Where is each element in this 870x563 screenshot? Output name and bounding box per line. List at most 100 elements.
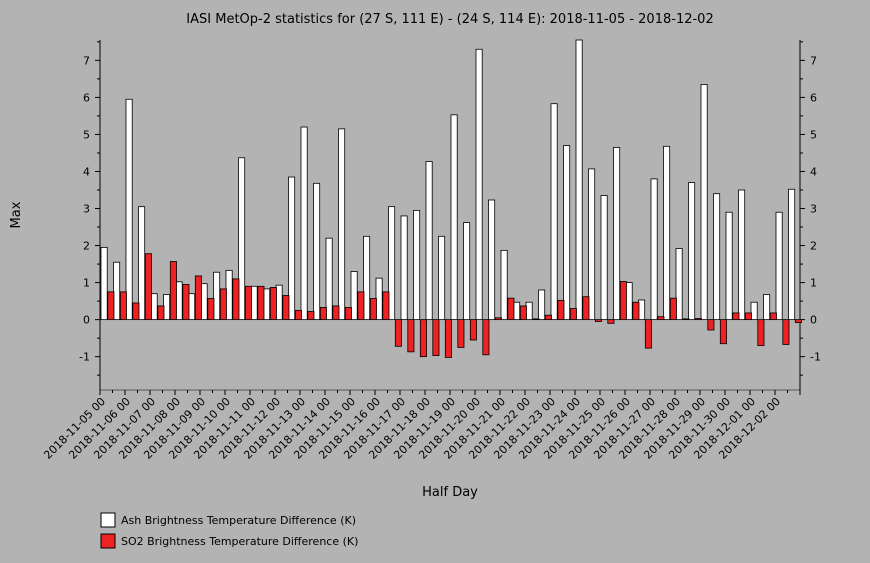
ash-bar [275,284,283,321]
ash-bar [238,157,246,321]
legend-swatch-ash [100,512,116,528]
ash-bar [413,209,421,321]
ash-bar [675,248,683,321]
y-tick-label-left: 3 [83,203,90,216]
ash-bar [225,269,233,321]
y-tick-label-left: 1 [83,277,90,290]
so2-bar [269,287,277,321]
ash-bar [725,211,733,321]
ash-bar [263,288,271,321]
so2-bar [132,302,140,321]
so2-bar [282,295,290,321]
y-tick-label-right: 3 [810,203,817,216]
so2-bar [694,318,702,321]
ash-bar [388,206,396,321]
ash-bar [400,215,408,321]
so2-bar [744,312,752,321]
ash-bar [688,182,696,321]
so2-bar [319,307,327,321]
ash-bar [500,249,508,321]
ash-bar [250,285,258,321]
legend-label-so2: SO2 Brightness Temperature Difference (K… [121,535,358,548]
so2-bar [119,291,127,321]
ash-bar [588,168,596,321]
so2-bar [669,297,677,321]
ash-bar [163,294,171,321]
so2-bar [582,296,590,321]
so2-bar [682,318,690,321]
ash-bar [513,301,521,321]
y-tick-label-right: 0 [810,314,817,327]
ash-bar [650,178,658,321]
so2-bar [294,309,302,321]
ash-bar [613,147,621,321]
ash-bar [475,48,483,321]
so2-bar [519,305,527,321]
ash-bar [125,98,133,321]
ash-bar [150,293,158,321]
so2-bar [757,319,765,346]
y-tick-label-left: 2 [83,240,90,253]
ash-bar [325,237,333,321]
so2-bar [569,308,577,321]
so2-bar [169,261,177,321]
so2-bar [432,319,440,356]
so2-bar [607,319,615,324]
so2-bar [469,319,477,341]
ash-bar [600,195,608,321]
so2-bar [482,319,490,356]
so2-bar [357,291,365,321]
ash-bar [375,277,383,321]
so2-bar [707,319,715,331]
so2-bar [232,278,240,321]
ash-bar [450,114,458,321]
y-tick-label-right: 6 [810,91,817,104]
so2-bar [532,318,540,321]
so2-bar [507,297,515,321]
y-tick-label-right: 1 [810,277,817,290]
y-tick-label-left: 7 [83,54,90,67]
y-tick-label-right: 2 [810,240,817,253]
so2-bar [632,301,640,321]
y-tick-label-left: 4 [83,165,90,178]
so2-bar [644,319,652,349]
ash-bar [338,128,346,321]
ash-bar [575,39,583,321]
y-tick-label-right: 4 [810,165,817,178]
legend: Ash Brightness Temperature Difference (K… [100,512,358,549]
so2-bar [207,298,215,321]
y-axis-label: Max [9,201,24,228]
ash-bar [713,193,721,321]
ash-bar [113,261,121,321]
y-tick-label-left: 0 [83,314,90,327]
ash-bar [775,211,783,321]
ash-bar [625,282,633,321]
ash-bar [363,235,371,321]
ash-bar [788,188,796,321]
so2-bar [619,281,627,321]
chart-title: IASI MetOp-2 statistics for (27 S, 111 E… [186,12,713,27]
so2-bar [444,319,452,358]
so2-bar [369,298,377,321]
y-tick-label-right: -1 [810,351,821,364]
ash-bar [738,189,746,321]
ash-bar [750,301,758,321]
so2-bar [494,317,502,321]
so2-bar [257,285,265,321]
so2-bar [544,314,552,321]
so2-bar [382,291,390,321]
y-tick-label-left: 6 [83,91,90,104]
y-tick-label-right: 5 [810,128,817,141]
ash-bar [100,247,108,321]
ash-bar [700,84,708,321]
ash-bar [538,289,546,321]
so2-bar [657,316,665,321]
legend-swatch-so2 [100,533,116,549]
ash-bar [438,235,446,321]
ash-bar [763,294,771,321]
ash-bar [563,145,571,321]
so2-bar [557,299,565,321]
ash-bar [200,283,208,321]
y-tick-label-right: 7 [810,54,817,67]
